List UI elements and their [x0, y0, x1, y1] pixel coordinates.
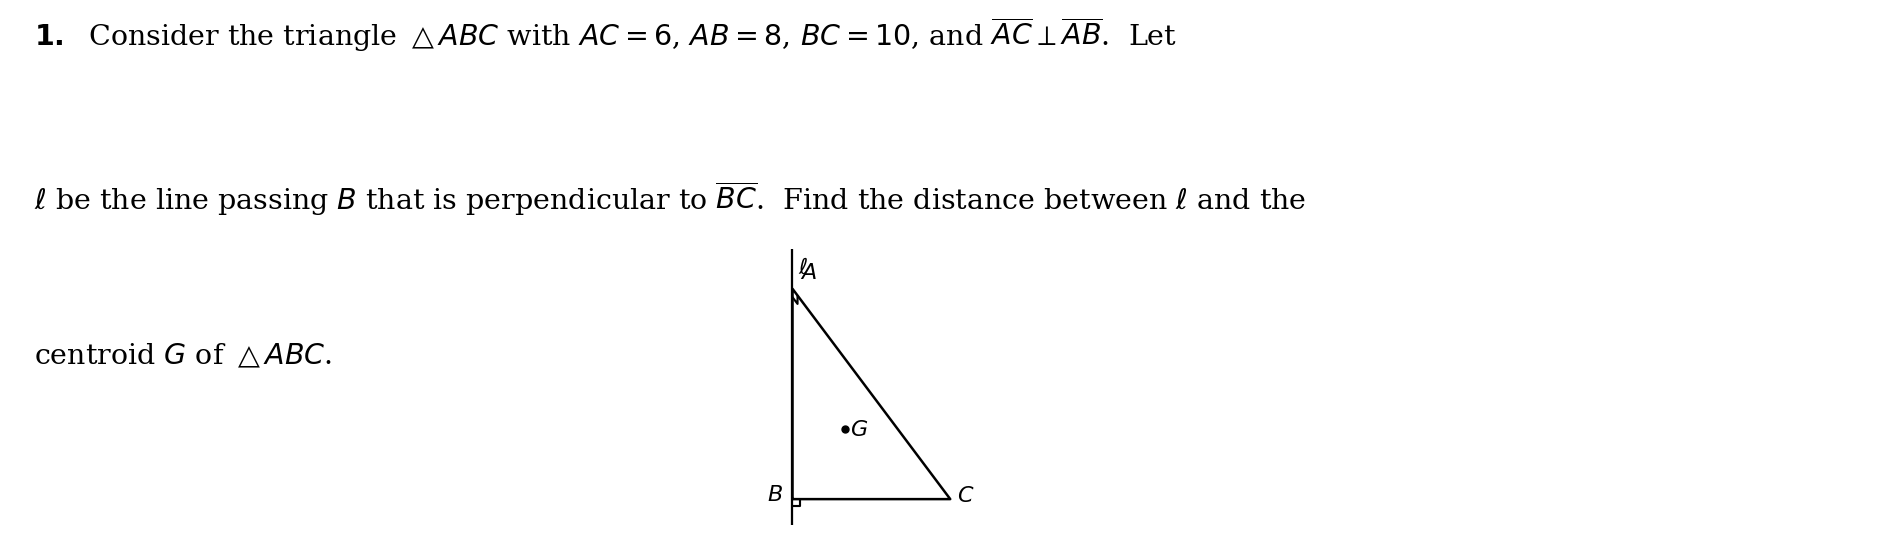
Text: $\ell$ be the line passing $B$ that is perpendicular to $\overline{BC}$.  Find t: $\ell$ be the line passing $B$ that is p… — [34, 180, 1307, 218]
Text: $\ell$: $\ell$ — [797, 257, 808, 279]
Text: $\mathbf{1.}$  Consider the triangle $\triangle ABC$ with $AC = 6$, $AB = 8$, $B: $\mathbf{1.}$ Consider the triangle $\tr… — [34, 16, 1177, 54]
Text: $G$: $G$ — [850, 419, 869, 441]
Text: $B$: $B$ — [767, 484, 784, 506]
Text: $A$: $A$ — [801, 262, 818, 283]
Text: $C$: $C$ — [957, 485, 974, 508]
Text: centroid $G$ of $\triangle ABC$.: centroid $G$ of $\triangle ABC$. — [34, 343, 333, 371]
